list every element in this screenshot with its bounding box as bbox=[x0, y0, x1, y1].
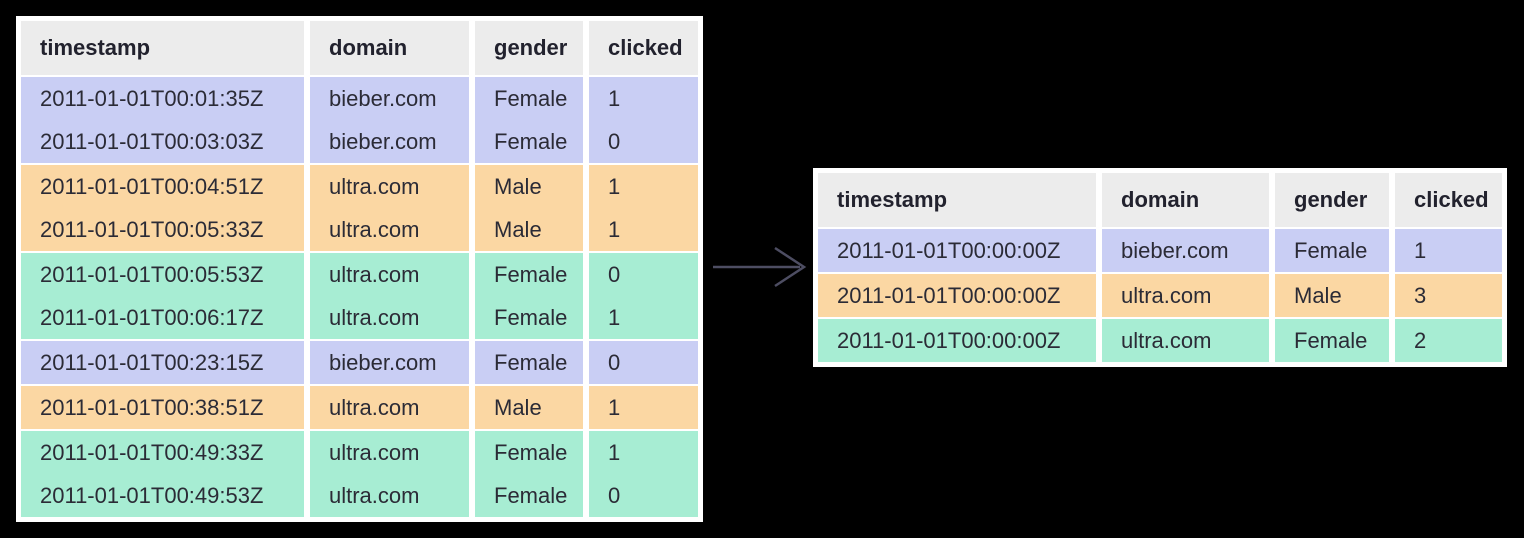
cell-clicked: 1 bbox=[589, 296, 698, 339]
cell-clicked: 2 bbox=[1395, 319, 1502, 362]
column-header-gender: gender bbox=[1275, 173, 1389, 227]
cell-clicked: 0 bbox=[589, 341, 698, 384]
cell-gender: Female bbox=[475, 341, 583, 384]
column-header-clicked: clicked bbox=[1395, 173, 1502, 227]
cell-gender: Female bbox=[475, 296, 583, 339]
column-header-timestamp: timestamp bbox=[21, 21, 304, 75]
cell-gender: Female bbox=[1275, 319, 1389, 362]
cell-timestamp: 2011-01-01T00:04:51Z bbox=[21, 165, 304, 208]
cell-timestamp: 2011-01-01T00:38:51Z bbox=[21, 386, 304, 429]
table-row: 2011-01-01T00:00:00Z ultra.com Male 3 bbox=[818, 274, 1502, 317]
cell-gender: Male bbox=[475, 165, 583, 208]
cell-clicked: 1 bbox=[589, 386, 698, 429]
cell-domain: ultra.com bbox=[1102, 274, 1269, 317]
output-table-header-row: timestamp domain gender clicked bbox=[818, 173, 1502, 227]
table-row: 2011-01-01T00:05:53Z ultra.com Female 0 bbox=[21, 253, 698, 296]
cell-gender: Female bbox=[1275, 229, 1389, 272]
table-row: 2011-01-01T00:01:35Z bieber.com Female 1 bbox=[21, 77, 698, 120]
cell-timestamp: 2011-01-01T00:00:00Z bbox=[818, 229, 1096, 272]
cell-clicked: 1 bbox=[589, 165, 698, 208]
cell-domain: bieber.com bbox=[1102, 229, 1269, 272]
cell-domain: ultra.com bbox=[310, 296, 469, 339]
cell-gender: Female bbox=[475, 77, 583, 120]
column-header-domain: domain bbox=[1102, 173, 1269, 227]
cell-domain: ultra.com bbox=[1102, 319, 1269, 362]
cell-domain: ultra.com bbox=[310, 253, 469, 296]
cell-clicked: 0 bbox=[589, 253, 698, 296]
cell-clicked: 0 bbox=[589, 474, 698, 517]
cell-timestamp: 2011-01-01T00:06:17Z bbox=[21, 296, 304, 339]
cell-clicked: 1 bbox=[589, 208, 698, 251]
cell-gender: Male bbox=[1275, 274, 1389, 317]
input-table: timestamp domain gender clicked 2011-01-… bbox=[16, 16, 703, 522]
input-table-header-row: timestamp domain gender clicked bbox=[21, 21, 698, 75]
cell-gender: Male bbox=[475, 386, 583, 429]
cell-domain: ultra.com bbox=[310, 474, 469, 517]
cell-gender: Female bbox=[475, 120, 583, 163]
table-row: 2011-01-01T00:49:53Z ultra.com Female 0 bbox=[21, 474, 698, 517]
table-row: 2011-01-01T00:00:00Z bieber.com Female 1 bbox=[818, 229, 1502, 272]
table-row: 2011-01-01T00:04:51Z ultra.com Male 1 bbox=[21, 165, 698, 208]
column-header-domain: domain bbox=[310, 21, 469, 75]
cell-domain: ultra.com bbox=[310, 208, 469, 251]
cell-timestamp: 2011-01-01T00:05:53Z bbox=[21, 253, 304, 296]
output-table: timestamp domain gender clicked 2011-01-… bbox=[813, 168, 1507, 367]
cell-clicked: 1 bbox=[1395, 229, 1502, 272]
cell-gender: Female bbox=[475, 253, 583, 296]
cell-clicked: 3 bbox=[1395, 274, 1502, 317]
table-row: 2011-01-01T00:06:17Z ultra.com Female 1 bbox=[21, 296, 698, 339]
cell-timestamp: 2011-01-01T00:49:53Z bbox=[21, 474, 304, 517]
column-header-gender: gender bbox=[475, 21, 583, 75]
cell-clicked: 0 bbox=[589, 120, 698, 163]
column-header-clicked: clicked bbox=[589, 21, 698, 75]
cell-domain: ultra.com bbox=[310, 165, 469, 208]
cell-gender: Male bbox=[475, 208, 583, 251]
cell-timestamp: 2011-01-01T00:00:00Z bbox=[818, 319, 1096, 362]
table-row: 2011-01-01T00:03:03Z bieber.com Female 0 bbox=[21, 120, 698, 163]
cell-timestamp: 2011-01-01T00:23:15Z bbox=[21, 341, 304, 384]
cell-timestamp: 2011-01-01T00:05:33Z bbox=[21, 208, 304, 251]
table-row: 2011-01-01T00:38:51Z ultra.com Male 1 bbox=[21, 386, 698, 429]
cell-timestamp: 2011-01-01T00:00:00Z bbox=[818, 274, 1096, 317]
cell-timestamp: 2011-01-01T00:49:33Z bbox=[21, 431, 304, 474]
cell-timestamp: 2011-01-01T00:03:03Z bbox=[21, 120, 304, 163]
cell-timestamp: 2011-01-01T00:01:35Z bbox=[21, 77, 304, 120]
table-row: 2011-01-01T00:23:15Z bieber.com Female 0 bbox=[21, 341, 698, 384]
cell-domain: bieber.com bbox=[310, 120, 469, 163]
table-row: 2011-01-01T00:00:00Z ultra.com Female 2 bbox=[818, 319, 1502, 362]
column-header-timestamp: timestamp bbox=[818, 173, 1096, 227]
right-arrow-icon bbox=[713, 246, 807, 288]
cell-domain: bieber.com bbox=[310, 341, 469, 384]
cell-domain: ultra.com bbox=[310, 386, 469, 429]
cell-gender: Female bbox=[475, 474, 583, 517]
table-row: 2011-01-01T00:49:33Z ultra.com Female 1 bbox=[21, 431, 698, 474]
cell-clicked: 1 bbox=[589, 431, 698, 474]
cell-domain: ultra.com bbox=[310, 431, 469, 474]
cell-gender: Female bbox=[475, 431, 583, 474]
table-row: 2011-01-01T00:05:33Z ultra.com Male 1 bbox=[21, 208, 698, 251]
cell-domain: bieber.com bbox=[310, 77, 469, 120]
cell-clicked: 1 bbox=[589, 77, 698, 120]
